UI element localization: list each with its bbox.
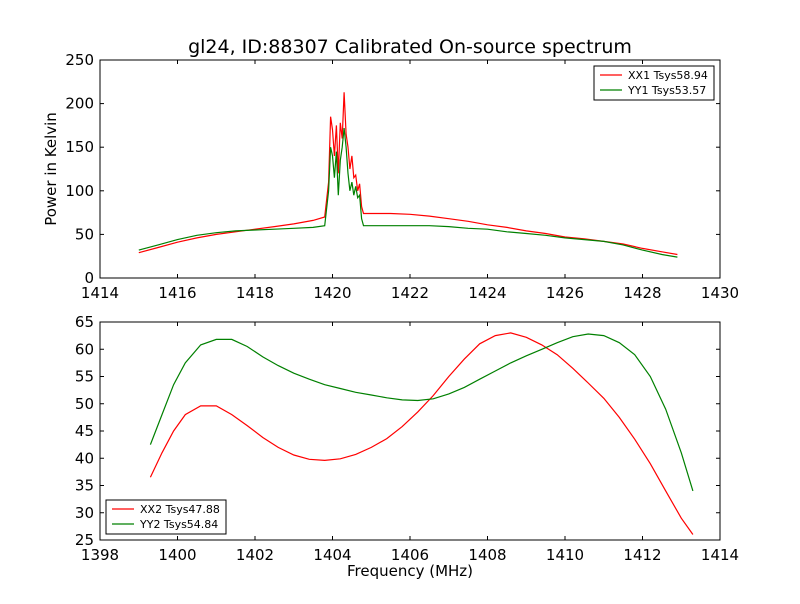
x-tick-label: 1406: [391, 546, 429, 564]
y-tick-label: 150: [65, 138, 94, 156]
x-axis-label: Frequency (MHz): [347, 562, 473, 580]
x-tick-label: 1404: [313, 546, 351, 564]
x-tick-label: 1428: [623, 284, 661, 302]
top-panel: 1414 1416 1418 1420 1422 1424 1426 1428 1430 0 50 1…: [42, 51, 739, 302]
x-tick-label: 1424: [468, 284, 506, 302]
x-tick-label: 1408: [468, 546, 506, 564]
x-tick-label: 1422: [391, 284, 429, 302]
y-tick-label: 65: [75, 313, 94, 331]
y-tick-label: 55: [75, 368, 94, 386]
legend-label: YY1 Tsys53.57: [627, 84, 706, 97]
bottom-panel: 1398 1400 1402 1404 1406 1408 1410 1412 1414 25 30…: [75, 313, 739, 580]
legend-label: XX1 Tsys58.94: [628, 69, 708, 82]
y-tick-label: 45: [75, 422, 94, 440]
y-tick-label: 30: [75, 504, 94, 522]
y-tick-label: 250: [65, 51, 94, 69]
x-tick-label: 1416: [158, 284, 196, 302]
x-tick-label: 1430: [701, 284, 739, 302]
legend: XX2 Tsys47.88 YY2 Tsys54.84: [105, 499, 227, 535]
y-axis-label: Power in Kelvin: [42, 112, 60, 226]
x-tick-label: 1418: [236, 284, 274, 302]
legend: XX1 Tsys58.94 YY1 Tsys53.57: [593, 65, 715, 101]
y-tick-label: 200: [65, 95, 94, 113]
series-line-2: [149, 333, 694, 492]
x-tick-label: 1414: [701, 546, 739, 564]
series-line-2: [138, 127, 678, 258]
y-tick-label: 40: [75, 449, 94, 467]
x-tick-label: 1410: [546, 546, 584, 564]
series-line-1: [138, 92, 678, 256]
figure-title: gl24, ID:88307 Calibrated On-source spec…: [188, 36, 632, 58]
y-tick-label: 60: [75, 340, 94, 358]
y-tick-label: 100: [65, 182, 94, 200]
y-tick-label: 50: [75, 225, 94, 243]
y-tick-label: 35: [75, 477, 94, 495]
x-tick-label: 1414: [81, 284, 119, 302]
series-line-1: [149, 332, 694, 535]
x-tick-label: 1402: [236, 546, 274, 564]
x-tick-label: 1426: [546, 284, 584, 302]
x-tick-label: 1400: [158, 546, 196, 564]
legend-box: [105, 499, 227, 535]
y-tick-label: 25: [75, 531, 94, 549]
y-tick-label: 50: [75, 395, 94, 413]
legend-label: YY2 Tsys54.84: [139, 518, 218, 531]
x-tick-label: 1412: [623, 546, 661, 564]
legend-box: [593, 65, 715, 101]
x-tick-label: 1398: [81, 546, 119, 564]
legend-label: XX2 Tsys47.88: [140, 503, 220, 516]
y-tick-label: 0: [84, 269, 94, 287]
x-tick-label: 1420: [313, 284, 351, 302]
